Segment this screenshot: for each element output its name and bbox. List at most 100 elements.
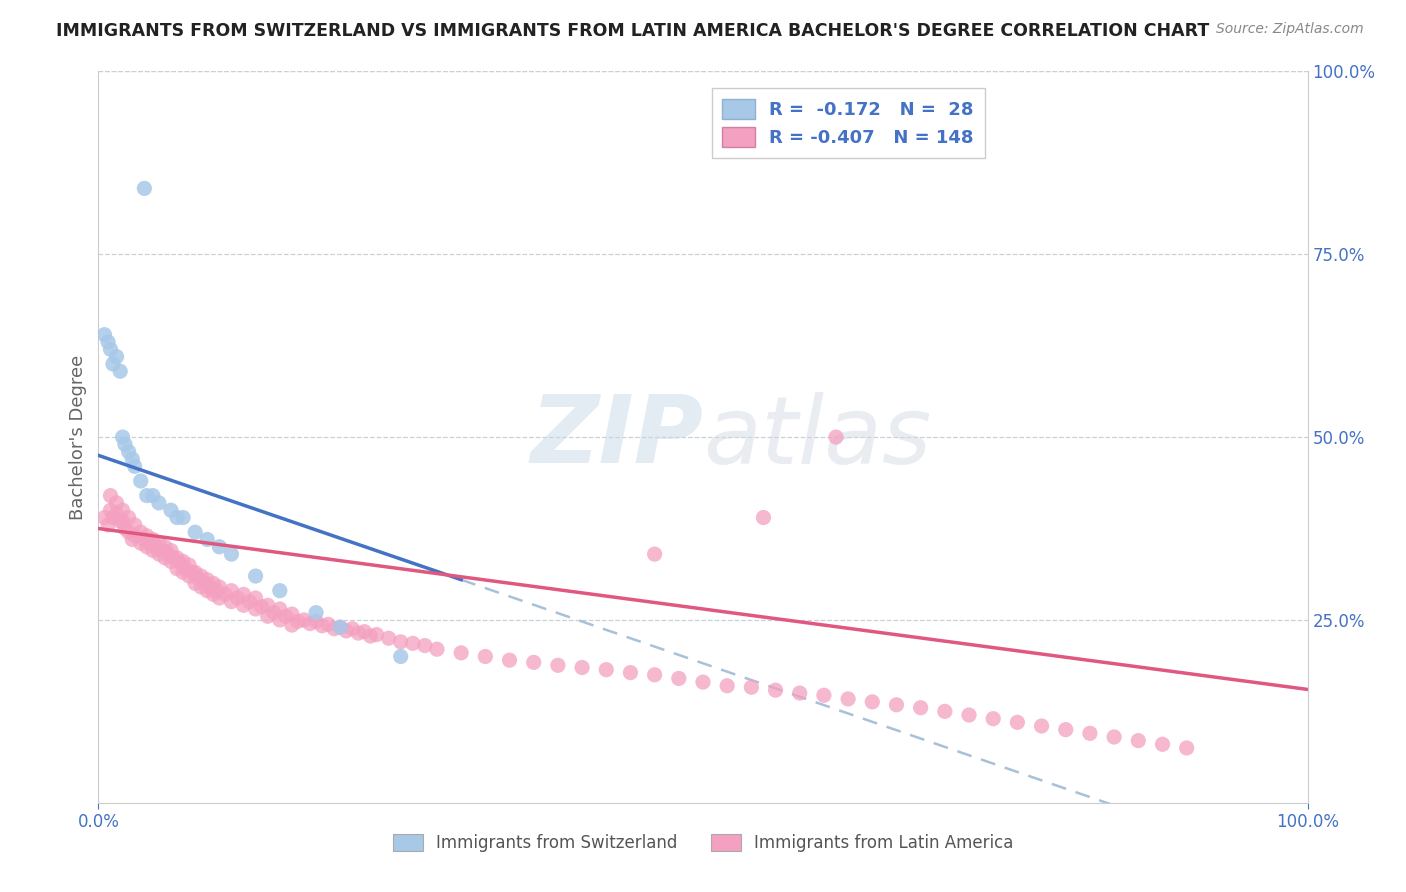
Point xyxy=(232,587,254,601)
Point xyxy=(1152,737,1174,751)
Point xyxy=(205,583,228,598)
Point xyxy=(1078,726,1101,740)
Point xyxy=(162,550,184,565)
Point xyxy=(281,607,304,621)
Point xyxy=(166,510,188,524)
Point xyxy=(305,606,328,620)
Point xyxy=(571,660,593,674)
Point xyxy=(187,570,209,584)
Point xyxy=(121,533,143,547)
Point xyxy=(342,622,364,636)
Point xyxy=(1031,719,1053,733)
Point xyxy=(366,627,388,641)
Point xyxy=(118,510,141,524)
Point xyxy=(299,616,322,631)
Point xyxy=(450,646,472,660)
Point xyxy=(97,517,120,532)
Text: Source: ZipAtlas.com: Source: ZipAtlas.com xyxy=(1216,22,1364,37)
Point xyxy=(202,587,225,601)
Point xyxy=(232,599,254,613)
Point xyxy=(360,629,382,643)
Point xyxy=(93,327,115,342)
Point xyxy=(105,496,128,510)
Point xyxy=(595,663,617,677)
Point xyxy=(250,599,273,614)
Point xyxy=(135,529,157,543)
Point xyxy=(269,602,291,616)
Point xyxy=(97,334,120,349)
Point xyxy=(153,540,176,554)
Point xyxy=(172,566,194,580)
Point xyxy=(208,580,231,594)
Point xyxy=(256,599,278,613)
Point xyxy=(281,618,304,632)
Point xyxy=(101,357,124,371)
Point xyxy=(269,613,291,627)
Point xyxy=(752,510,775,524)
Point xyxy=(135,489,157,503)
Point xyxy=(269,583,291,598)
Point xyxy=(105,350,128,364)
Point xyxy=(202,576,225,591)
Point xyxy=(426,642,449,657)
Point xyxy=(644,547,666,561)
Point xyxy=(111,503,134,517)
Point xyxy=(108,514,131,528)
Point xyxy=(157,547,180,561)
Point xyxy=(100,503,122,517)
Point xyxy=(150,543,173,558)
Point xyxy=(148,496,170,510)
Legend: Immigrants from Switzerland, Immigrants from Latin America: Immigrants from Switzerland, Immigrants … xyxy=(384,825,1022,860)
Point xyxy=(389,649,412,664)
Point xyxy=(789,686,811,700)
Point xyxy=(353,624,375,639)
Point xyxy=(195,583,218,598)
Point xyxy=(245,591,267,605)
Point xyxy=(184,576,207,591)
Point xyxy=(184,525,207,540)
Point xyxy=(239,594,262,608)
Point xyxy=(813,688,835,702)
Point xyxy=(160,503,183,517)
Point xyxy=(245,569,267,583)
Point xyxy=(160,554,183,568)
Point xyxy=(142,543,165,558)
Point xyxy=(329,620,352,634)
Point xyxy=(138,536,160,550)
Point xyxy=(208,540,231,554)
Point xyxy=(148,536,170,550)
Point xyxy=(142,489,165,503)
Point xyxy=(179,569,201,583)
Point xyxy=(934,705,956,719)
Point xyxy=(668,672,690,686)
Point xyxy=(129,525,152,540)
Y-axis label: Bachelor's Degree: Bachelor's Degree xyxy=(69,354,87,520)
Point xyxy=(716,679,738,693)
Point xyxy=(274,609,297,624)
Point xyxy=(124,459,146,474)
Point xyxy=(190,569,212,583)
Point xyxy=(153,550,176,565)
Point xyxy=(172,510,194,524)
Point xyxy=(547,658,569,673)
Point xyxy=(166,550,188,565)
Point xyxy=(1102,730,1125,744)
Point xyxy=(121,452,143,467)
Point xyxy=(166,562,188,576)
Point xyxy=(619,665,641,680)
Point xyxy=(93,510,115,524)
Point xyxy=(184,566,207,580)
Point xyxy=(860,695,883,709)
Point xyxy=(1175,740,1198,755)
Point xyxy=(160,543,183,558)
Text: IMMIGRANTS FROM SWITZERLAND VS IMMIGRANTS FROM LATIN AMERICA BACHELOR'S DEGREE C: IMMIGRANTS FROM SWITZERLAND VS IMMIGRANT… xyxy=(56,22,1209,40)
Point xyxy=(740,680,762,694)
Point xyxy=(311,619,333,633)
Point xyxy=(100,343,122,357)
Point xyxy=(169,556,191,570)
Point xyxy=(118,525,141,540)
Point xyxy=(287,615,309,629)
Point xyxy=(323,622,346,636)
Point xyxy=(145,540,167,554)
Point xyxy=(1007,715,1029,730)
